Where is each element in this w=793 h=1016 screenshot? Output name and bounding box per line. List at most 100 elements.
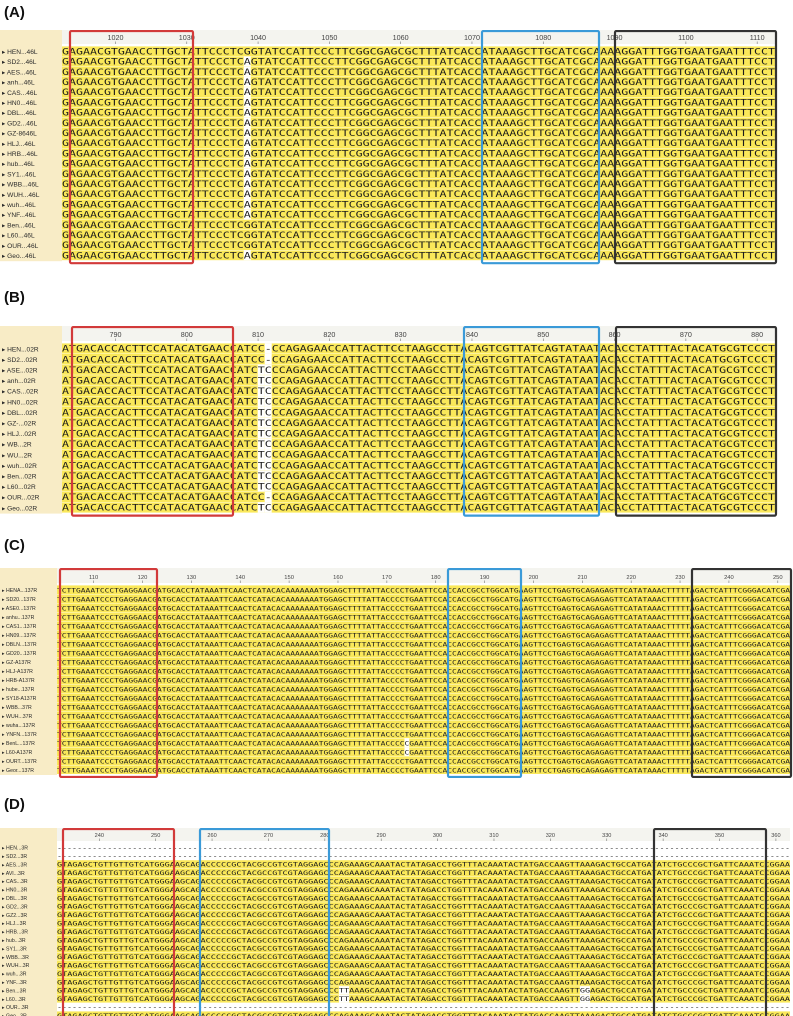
alignment-row: ▸ L60...3R GTAGAGCTGTTGTTGTCATGGGAAGCAGAC… <box>2 994 791 1003</box>
sequence: TCTTGAAATCCCTGAGGAACGATGCACCTATAAATTCAAC… <box>57 613 790 621</box>
variant-highlight <box>257 385 265 396</box>
ruler-tick-label: 260 <box>207 833 216 839</box>
alignment-row: ▸ wuha...137R TCTTGAAATCCCTGAGGAACGATGCAC… <box>2 720 790 729</box>
ruler-tick-label: 190 <box>480 575 490 581</box>
sequence-bg <box>57 729 790 738</box>
variant-highlight <box>404 747 410 756</box>
sequence-name: ▸ GD20...137R <box>2 651 37 657</box>
alignment-row: ▸ WBB...46L GAGAACGTGAACCTTGCTATTCCCTCAGT… <box>2 179 776 190</box>
sequence-name: ▸ DBL...3R <box>2 896 27 902</box>
alignment-row: ▸ SD2...46L GAGAACGTGAACCTTGCTATTCCCTCAGT… <box>2 57 776 68</box>
sequence-bg <box>57 720 790 729</box>
sequence: GTAGAGCTGTTGTTGTCATGGGAAGCAGACCCCCGCTACG… <box>57 887 791 894</box>
sequence-bg <box>57 666 790 675</box>
sequence: GAGAACGTGAACCTTGCTATTCCCTCAGTATCCATTCCCT… <box>62 108 776 119</box>
sequence-bg <box>62 354 775 365</box>
sequence-bg <box>62 46 775 57</box>
ruler-tick-label: 1110 <box>750 33 765 42</box>
alignment-row: ▸ WUH...37R TCTTGAAATCCCTGAGGAACGATGCACCT… <box>2 711 790 720</box>
sequence: GTAGAGCTGTTGTTGTCATGGGAAGCAGACCCCCGCTACG… <box>57 912 791 919</box>
variant-highlight <box>264 438 272 449</box>
sequence-name: ▸ WBB...3R <box>2 955 29 961</box>
sequence-bg <box>57 630 790 639</box>
position-ruler <box>62 326 775 341</box>
sequence: TCTTGAAATCCCTGAGGAACGATGCACCTATAAATTCAAC… <box>57 730 790 738</box>
variant-highlight <box>264 470 272 481</box>
sequence-bg <box>62 148 775 159</box>
black-region-box <box>690 568 793 778</box>
sequence: GTAGAGCTGTTGTTGTCATGGGAAGCAGACCCCCGCTACG… <box>57 929 791 936</box>
sequence-name: ▸ HN09...137R <box>2 633 36 639</box>
alignment-row: ▸ HLJ...3R GTAGAGCTGTTGTTGTCATGGGAAGCAGAC… <box>2 919 791 927</box>
sequence: TCTTGAAATCCCTGAGGAACGATGCACCTATAAATTCAAC… <box>57 739 790 747</box>
alignment-row: ▸ SY18-A137R TCTTGAAATCCCTGAGGAACGATGCACC… <box>2 693 790 702</box>
variant-highlight <box>257 417 265 428</box>
sequence: GAGAACGTGAACCTTGCTATTCCCTCAGTATCCATTCCCT… <box>62 169 776 180</box>
sequence: ATGACACCACTTCCATACATGAACCATCTCCCAGAGAACC… <box>62 471 776 482</box>
alignment-row: ▸ hub...46L GAGAACGTGAACCTTGCTATTCCCTCAGT… <box>2 159 776 170</box>
sequence: GAGAACGTGAACCTTGCTATTCCCTCAGTATCCATTCCCT… <box>62 189 776 200</box>
sequence-bg <box>62 77 775 87</box>
sequence: ----------------------------------------… <box>57 853 790 860</box>
sequence-bg <box>62 66 775 77</box>
sequence-name: ▸ HRB...3R <box>2 930 28 936</box>
sequence: TCTTGAAATCCCTGAGGAACGATGCACCTATAAATTCAAC… <box>57 604 790 612</box>
sequence: ATGACACCACTTCCATACATGAACCATCC-CCAGAGAACC… <box>62 492 776 503</box>
sequence-name: ▸ WBB...37R <box>2 705 32 711</box>
sequence-name: ▸ Geor...137R <box>2 768 34 774</box>
alignment-row: ▸ HRB...3R GTAGAGCTGTTGTTGTCATGGGAAGCAGAC… <box>2 927 791 936</box>
sequence-name: ▸ DBLN...137R <box>2 642 37 648</box>
black-region-box <box>614 326 778 517</box>
sequence-bg <box>57 910 790 919</box>
sequence-bg <box>62 250 775 261</box>
sequence: GAGAACGTGAACCTTGCTATTCCCTCAGTATCCATTCCCT… <box>62 128 776 139</box>
sequence-bg <box>62 219 775 230</box>
sequence: GAGAACGTGAACCTTGCTATTCCCTCAGTATCCATTCCCT… <box>62 97 776 108</box>
sequence-bg <box>57 648 790 657</box>
sequence-bg <box>57 902 790 911</box>
sequence-name: ▸ GD2...46L <box>2 120 38 127</box>
alignment-row: ▸ OURT...137R TCTTGAAATCCCTGAGGAACGATGCAC… <box>2 756 790 765</box>
sequence-name: ▸ WBB...46L <box>2 182 39 189</box>
black-region-box <box>613 30 778 265</box>
sequence-bg <box>62 168 775 179</box>
sequence-name: ▸ wuh...3R <box>2 972 27 978</box>
alignment-row: ▸ SY1...46L GAGAACGTGAACCTTGCTATTCCCTCAGT… <box>2 169 776 180</box>
variant-highlight <box>264 449 272 460</box>
variant-highlight <box>243 168 251 179</box>
sequence: ATGACACCACTTCCATACATGAACCATCC-CCAGAGAACC… <box>62 344 776 355</box>
sequence: TCTTGAAATCCCTGAGGAACGATGCACCTATAAATTCAAC… <box>57 676 790 684</box>
sequence: GTAGAGCTGTTGTTGTCATGGGAAGCAGACCCCCGCTACG… <box>57 946 791 953</box>
ruler-tick-label: 790 <box>109 330 121 339</box>
sequence: GTAGAGCTGTTGTTGTCATGGGAAGCAGACCCCCGCTACG… <box>57 979 791 986</box>
sequence-bg <box>62 417 775 428</box>
sequence: TCTTGAAATCCCTGAGGAACGATGCACCTATAAATTCAAC… <box>57 721 790 729</box>
alignment-row: ▸ HEN...3R ------------------------------… <box>2 845 790 852</box>
red-region-box <box>61 828 176 1016</box>
variant-highlight <box>579 986 585 995</box>
sequence-bg <box>57 594 790 603</box>
variant-highlight <box>257 460 265 471</box>
sequence-bg <box>62 460 775 471</box>
alignment-row: ▸ ASE...02R ATGACACCACTTCCATACATGAACCATCT… <box>2 364 776 376</box>
sequence-name: ▸ GZ-8646L <box>2 131 37 138</box>
sequence-bg <box>62 364 775 375</box>
sequence-bg <box>57 893 790 902</box>
alignment-row: ▸ GD20...137R TCTTGAAATCCCTGAGGAACGATGCAC… <box>2 648 790 657</box>
sequence-name: ▸ SY18-A137R <box>2 696 37 702</box>
sequence-name: ▸ hube...137R <box>2 687 35 693</box>
alignment-row: ▸ WU...2R ATGACACCACTTCCATACATGAACCATCTCC… <box>2 449 776 461</box>
ruler-tick-label: 220 <box>626 575 636 581</box>
position-ruler <box>57 828 790 841</box>
sequence-bg <box>57 612 790 621</box>
sequence-bg <box>57 935 790 944</box>
sequence: ATGACACCACTTCCATACATGAACCATCTCCCAGAGAACC… <box>62 481 776 492</box>
sequence-bg <box>57 952 790 961</box>
sequence: GAGAACGTGAACCTTGCTATTCCCTCAGTATCCATTCCCT… <box>62 199 776 210</box>
ruler-tick-label: 160 <box>333 575 343 581</box>
alignment-row: ▸ DBLN...137R TCTTGAAATCCCTGAGGAACGATGCAC… <box>2 639 790 648</box>
sequence-name: ▸ OUR...02R <box>2 495 40 502</box>
ruler-tick-label: 840 <box>466 330 478 339</box>
sequence-bg <box>57 994 790 1003</box>
ruler-tick-label: 1070 <box>464 33 480 42</box>
